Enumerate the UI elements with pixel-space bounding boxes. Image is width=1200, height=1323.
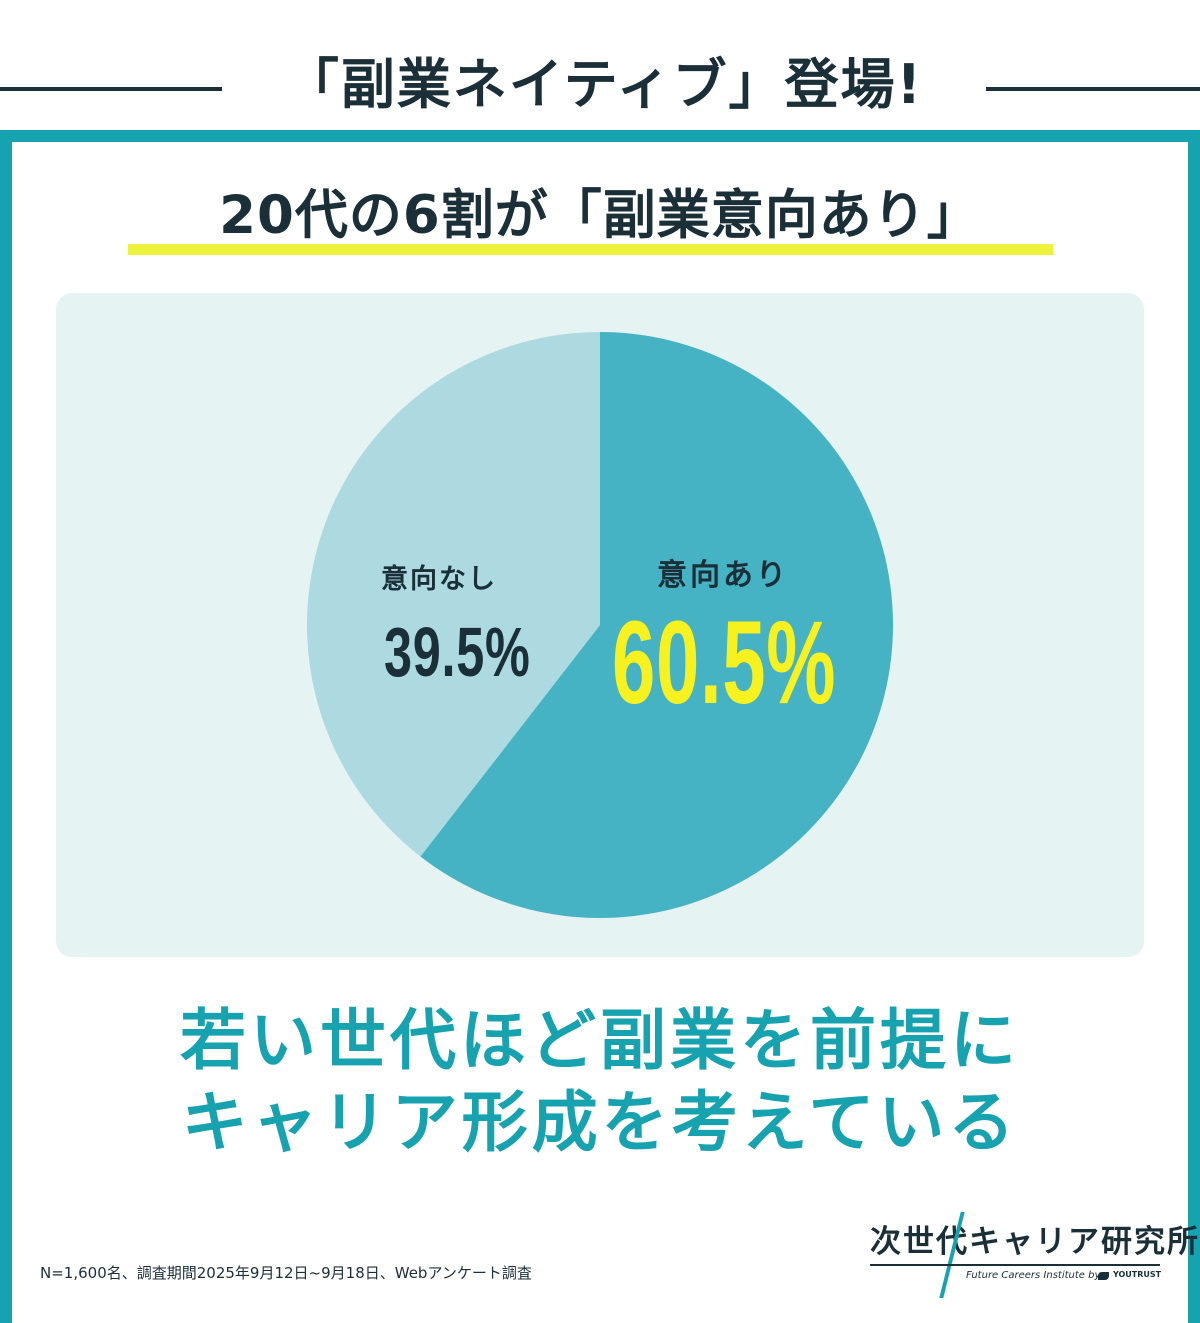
conclusion-line-1: 若い世代ほど副業を前提に (180, 1002, 1020, 1079)
header-title: 「副業ネイティブ」登場! (284, 53, 924, 116)
conclusion-line-2: キャリア形成を考えている (181, 1084, 1019, 1161)
slice-value-yes: 60.5% (612, 597, 837, 729)
brand-partner: YOUTRUST (1113, 1270, 1162, 1279)
survey-footnote: N=1,600名、調査期間2025年9月12日~9月18日、Webアンケート調査 (40, 1264, 532, 1282)
header-rule-right (986, 87, 1200, 91)
brand-name: 次世代キャリア研究所 (870, 1224, 1200, 1260)
slice-value-no: 39.5% (384, 613, 531, 691)
slice-label-yes: 意向あり (657, 558, 789, 593)
partner-logo-icon (1098, 1272, 1109, 1280)
brand-rule (870, 1264, 1160, 1266)
pie-chart (306, 332, 893, 918)
brand-logo: 次世代キャリア研究所 Future Careers Institute by Y… (870, 1212, 1198, 1298)
headline: 20代の6割が「副業意向あり」 (0, 176, 1200, 256)
conclusion: 若い世代ほど副業を前提に キャリア形成を考えている (0, 1000, 1200, 1164)
pie-slice-1 (306, 332, 600, 857)
header-rule-left (0, 87, 222, 91)
chart-panel (56, 293, 1144, 957)
header: 「副業ネイティブ」登場! (0, 18, 1200, 118)
headline-text: 20代の6割が「副業意向あり」 (213, 176, 987, 256)
slice-label-no: 意向なし (381, 564, 497, 595)
pie-slice-0 (420, 332, 893, 918)
brand-subtitle: Future Careers Institute by (966, 1270, 1101, 1281)
